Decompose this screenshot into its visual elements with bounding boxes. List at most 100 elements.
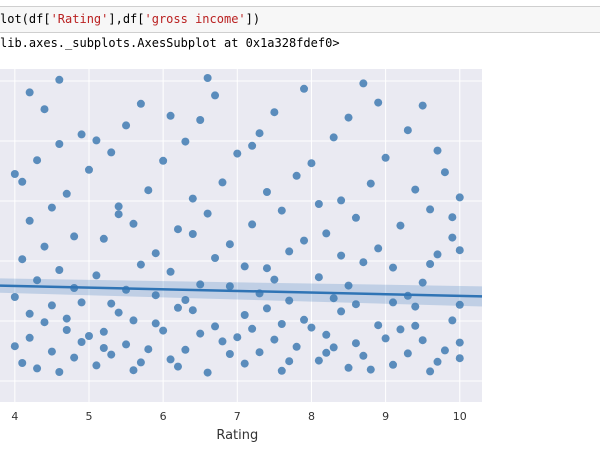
scatter-point xyxy=(25,333,34,342)
scatter-point xyxy=(203,209,212,218)
scatter-point xyxy=(374,321,383,330)
scatter-point xyxy=(448,213,457,222)
scatter-point xyxy=(300,315,309,324)
scatter-point xyxy=(262,188,271,196)
scatter-point xyxy=(366,365,375,374)
scatter-point xyxy=(337,196,346,205)
x-tick-label: 7 xyxy=(234,410,241,423)
scatter-point xyxy=(18,255,27,264)
scatter-point xyxy=(233,333,242,342)
scatter-point xyxy=(159,326,168,335)
scatter-point xyxy=(84,165,93,174)
scatter-point xyxy=(240,311,249,319)
scatter-point xyxy=(329,133,338,142)
scatter-point xyxy=(292,342,301,351)
scatter-point xyxy=(411,321,420,330)
scatter-point xyxy=(240,262,249,271)
scatter-point xyxy=(10,293,19,301)
scatter-point xyxy=(292,171,301,180)
x-tick-label: 6 xyxy=(160,410,167,423)
scatter-point xyxy=(240,359,249,368)
scatter-point xyxy=(455,193,464,202)
scatter-point xyxy=(233,149,242,158)
scatter-point xyxy=(122,340,131,349)
scatter-point xyxy=(33,364,42,373)
scatter-point xyxy=(270,108,279,117)
scatter-point xyxy=(181,137,190,146)
scatter-point xyxy=(411,185,420,194)
scatter-point xyxy=(166,111,175,120)
scatter-point xyxy=(426,205,435,214)
scatter-point xyxy=(55,75,64,84)
code-suffix: ]) xyxy=(245,12,261,26)
scatter-point xyxy=(33,156,42,165)
scatter-point xyxy=(300,84,309,93)
code-arg-rating: 'Rating' xyxy=(50,12,109,26)
scatter-point xyxy=(55,266,64,274)
scatter-point xyxy=(366,179,375,188)
scatter-point xyxy=(47,203,56,212)
scatter-point xyxy=(448,233,457,242)
scatter-point xyxy=(62,189,71,198)
scatter-point xyxy=(329,294,338,303)
scatter-point xyxy=(248,220,257,229)
scatter-point xyxy=(389,360,398,369)
x-tick-labels: 4 5 6 7 8 9 10 xyxy=(11,410,466,423)
scatter-point xyxy=(211,254,220,262)
grid-lines xyxy=(0,69,482,402)
scatter-point xyxy=(129,219,138,228)
scatter-point xyxy=(374,98,383,107)
scatter-point xyxy=(322,229,331,238)
scatter-point xyxy=(114,202,123,211)
code-sep: ],df[ xyxy=(108,12,145,26)
scatter-point xyxy=(92,361,101,370)
scatter-point xyxy=(277,366,286,375)
scatter-point xyxy=(70,353,79,362)
scatter-point xyxy=(10,170,19,178)
scatter-point xyxy=(285,296,294,305)
scatter-point xyxy=(114,210,123,219)
scatter-point xyxy=(122,285,131,294)
scatter-point xyxy=(107,350,116,359)
scatter-point xyxy=(25,216,34,225)
scatter-point xyxy=(389,298,398,307)
x-tick-label: 9 xyxy=(382,410,389,423)
scatter-point xyxy=(351,339,360,348)
scatter-point xyxy=(433,357,442,366)
scatter-point xyxy=(337,307,346,316)
scatter-point xyxy=(314,356,323,365)
scatter-point xyxy=(114,308,123,317)
scatter-point xyxy=(188,230,197,238)
scatter-point xyxy=(218,178,227,187)
scatter-point xyxy=(55,368,64,376)
scatter-point xyxy=(277,206,286,215)
scatter-plot: 4 5 6 7 8 9 10 Rating xyxy=(0,69,483,443)
code-arg-gross-income: 'gross income' xyxy=(144,12,246,26)
scatter-point xyxy=(403,126,412,135)
scatter-point xyxy=(62,314,71,323)
scatter-point xyxy=(25,88,34,97)
scatter-point xyxy=(314,273,323,282)
scatter-point xyxy=(351,300,360,309)
scatter-point xyxy=(270,275,279,284)
scatter-point xyxy=(99,344,108,352)
scatter-point xyxy=(77,130,86,139)
scatter-point xyxy=(196,116,205,124)
code-cell[interactable]: lot(df['Rating'],df['gross income']) xyxy=(0,6,600,33)
scatter-point xyxy=(211,91,220,100)
scatter-point xyxy=(196,329,205,338)
scatter-point xyxy=(225,240,234,249)
scatter-point xyxy=(211,322,220,331)
scatter-point xyxy=(381,153,390,162)
scatter-point xyxy=(136,99,145,108)
scatter-point xyxy=(55,140,64,148)
output-text: lib.axes._subplots.AxesSubplot at 0x1a32… xyxy=(0,36,340,50)
scatter-point xyxy=(159,156,168,165)
scatter-point xyxy=(40,105,49,114)
code-line: lot(df['Rating'],df['gross income']) xyxy=(0,12,260,26)
scatter-point xyxy=(351,213,360,222)
x-tick-label: 10 xyxy=(453,410,467,423)
scatter-point xyxy=(307,159,316,168)
scatter-point xyxy=(277,320,286,328)
scatter-point xyxy=(359,79,368,88)
